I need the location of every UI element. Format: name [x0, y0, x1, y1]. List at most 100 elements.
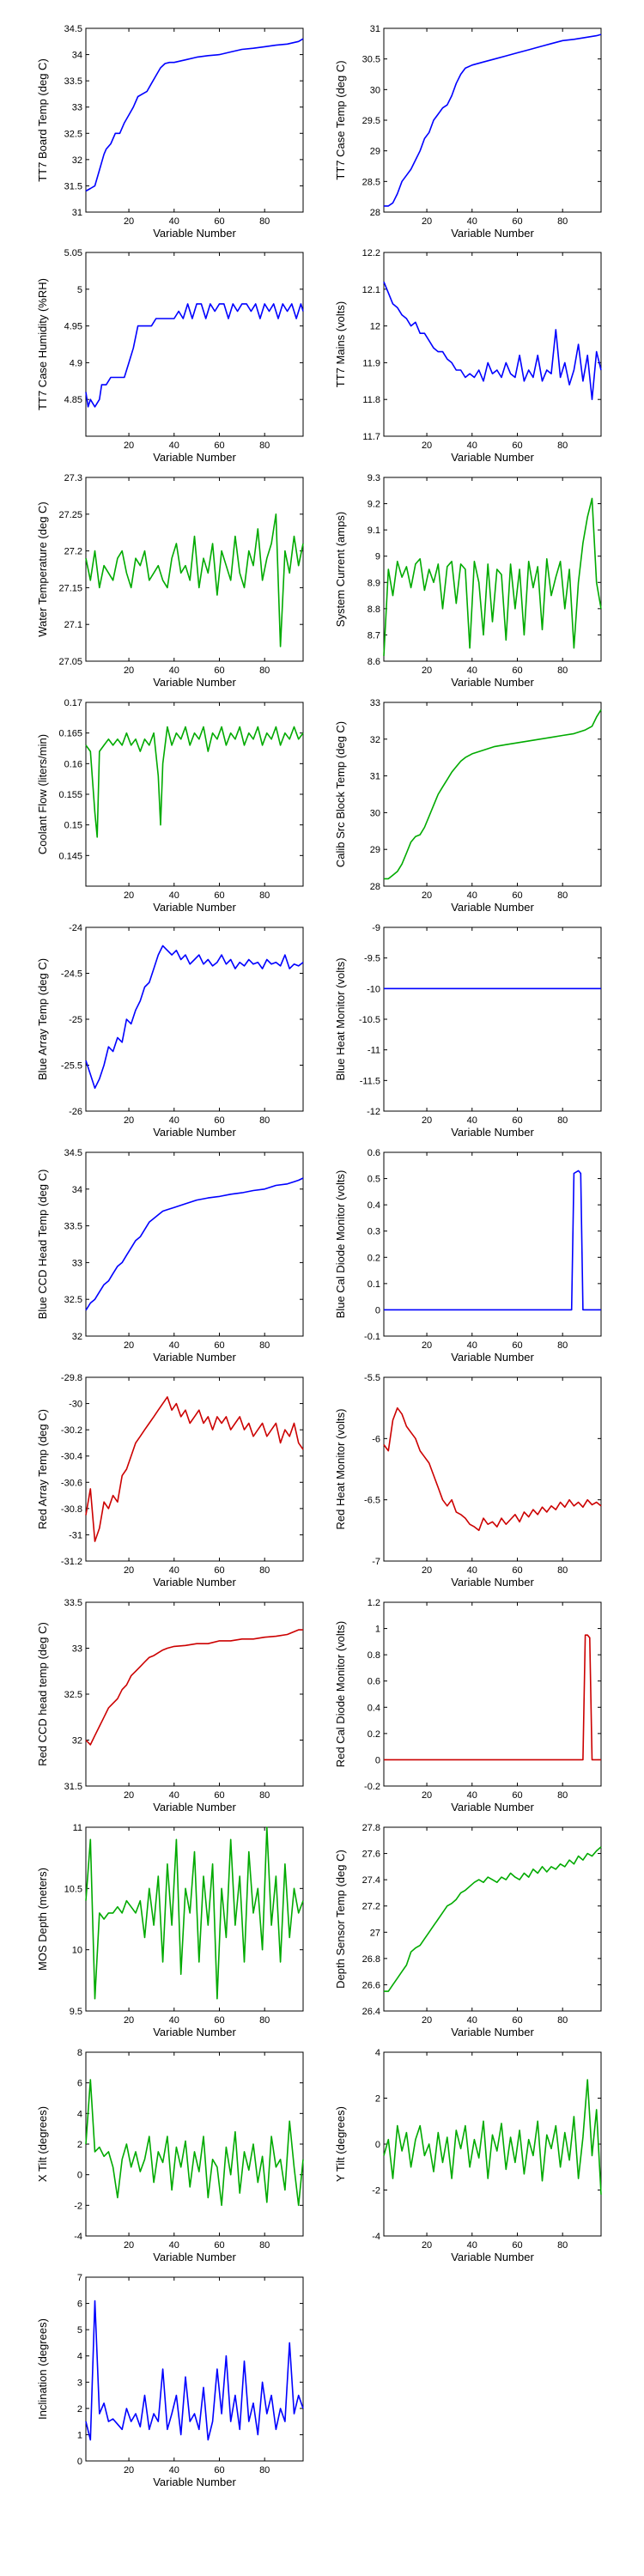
x-tick-label: 80	[259, 1115, 270, 1126]
plot-area	[85, 1601, 304, 1787]
x-tick-label: 80	[259, 440, 270, 451]
y-tick-label: 10	[72, 1946, 82, 1956]
y-tick-label: 32	[72, 155, 82, 166]
y-tick-label: 10.5	[64, 1884, 82, 1894]
x-tick-label: 80	[557, 665, 568, 676]
x-tick-label: 80	[557, 890, 568, 901]
plot-area	[383, 702, 602, 887]
y-tick-label: 27.6	[362, 1850, 380, 1860]
x-axis-label: Variable Number	[451, 1126, 534, 1139]
series-line-1	[383, 281, 602, 401]
y-tick-label: -5.5	[364, 1373, 380, 1383]
plot-area	[85, 2051, 304, 2237]
y-tick-label: -0.1	[364, 1332, 380, 1342]
y-tick-label: 26.8	[362, 1954, 380, 1965]
y-tick-label: 11	[73, 1823, 82, 1833]
y-tick-label: 33.5	[64, 76, 82, 87]
y-tick-label: 27	[370, 1928, 380, 1938]
y-tick-label: 9.5	[70, 2007, 82, 2017]
y-axis-label: Blue Array Temp (deg C)	[36, 958, 49, 1080]
series-line-1	[383, 2079, 602, 2195]
y-tick-label: -30.8	[61, 1504, 82, 1515]
x-axis-label: Variable Number	[451, 901, 534, 914]
y-tick-label: 3	[77, 2378, 82, 2388]
y-tick-label: 27.2	[362, 1902, 380, 1912]
chart-panel-2: 28 28.5 29 29.5 30 30.5 31 20 40 60 80 Variable Num…	[334, 24, 602, 240]
y-tick-label: 0.155	[58, 790, 82, 800]
x-axis-label: Variable Number	[153, 451, 236, 464]
chart-panel-5: 27.05 27.1 27.15 27.2 27.25 27.3 20 40 60 80 Varia…	[36, 473, 304, 689]
y-tick-label: -24.5	[61, 969, 82, 980]
chart-panel-11: 32 32.5 33 33.5 34 34.5 20 40 60 80 Variable Numbe…	[36, 1148, 304, 1364]
chart-panel-1: 31 31.5 32 32.5 33 33.5 34 34.5 20 40 60 80 Variable…	[36, 24, 304, 240]
x-tick-label: 40	[467, 216, 477, 227]
y-tick-label: 26.6	[362, 1980, 380, 1990]
x-tick-label: 60	[512, 1115, 522, 1126]
y-tick-label: 1	[375, 1625, 380, 1635]
x-tick-label: 20	[422, 1565, 432, 1576]
y-tick-label: 0.2	[368, 1253, 380, 1263]
y-tick-label: 11.9	[362, 358, 380, 368]
x-tick-label: 40	[467, 2240, 477, 2251]
y-axis-label: Red Array Temp (deg C)	[36, 1409, 49, 1529]
x-tick-label: 60	[214, 1565, 224, 1576]
y-tick-label: -29.8	[61, 1373, 82, 1383]
y-tick-label: 1	[77, 2430, 82, 2440]
series-line-1	[85, 726, 304, 838]
y-tick-label: 31.5	[64, 181, 82, 191]
y-tick-label: 9.1	[368, 526, 380, 536]
x-tick-label: 80	[259, 1790, 270, 1801]
y-tick-label: 2	[375, 2094, 380, 2105]
chart-panel-4: 11.7 11.8 11.9 12 12.1 12.2 20 40 60 80 Variable N…	[334, 248, 602, 464]
series-line-1	[384, 1634, 601, 1761]
y-tick-label: -30.6	[61, 1478, 82, 1488]
y-tick-label: 2	[77, 2404, 82, 2415]
x-tick-label: 80	[259, 1565, 270, 1576]
x-tick-label: 80	[259, 2465, 270, 2476]
y-tick-label: 28.5	[362, 177, 380, 187]
y-tick-label: 0.4	[368, 1703, 380, 1713]
x-tick-label: 60	[214, 216, 224, 227]
series-line-1	[384, 1170, 601, 1311]
y-tick-label: 33.5	[64, 1222, 82, 1232]
x-tick-label: 40	[467, 1115, 477, 1126]
y-tick-label: 0	[375, 2140, 380, 2150]
x-tick-label: 40	[467, 1790, 477, 1801]
y-tick-label: 27.05	[58, 657, 82, 667]
x-tick-label: 60	[512, 440, 522, 451]
chart-panel-7: 0.145 0.15 0.155 0.16 0.165 0.17 20 40 60 80 Varia…	[36, 698, 304, 914]
y-tick-label: 34.5	[64, 1148, 82, 1158]
y-tick-label: 32.5	[64, 1295, 82, 1305]
chart-panel-21: 0 1 2 3 4 5 6 7 20 40 60 80 Variable Number Inclinati…	[36, 2273, 304, 2488]
y-axis-label: Coolant Flow (liters/min)	[36, 734, 49, 854]
chart-panel-10: -12 -11.5 -11 -10.5 -10 -9.5 -9 20 40 60 80 Variabl…	[334, 923, 602, 1139]
x-tick-label: 40	[467, 440, 477, 451]
plot-area	[85, 477, 304, 662]
x-axis-label: Variable Number	[153, 2251, 236, 2263]
y-tick-label: 32.5	[64, 1690, 82, 1700]
series-line-1	[85, 1396, 304, 1542]
y-tick-label: 30.5	[362, 55, 380, 65]
x-tick-label: 40	[467, 890, 477, 901]
x-axis-label: Variable Number	[153, 2476, 236, 2488]
y-tick-label: -10.5	[359, 1015, 380, 1025]
y-tick-label: 11.7	[362, 432, 380, 442]
y-tick-label: 4.85	[64, 395, 82, 405]
x-tick-label: 40	[169, 1115, 179, 1126]
y-tick-label: 0.15	[64, 821, 82, 831]
y-tick-label: 0.145	[58, 851, 82, 861]
x-tick-label: 20	[422, 665, 432, 676]
x-tick-label: 80	[259, 1340, 270, 1351]
x-tick-label: 40	[169, 890, 179, 901]
y-tick-label: 31	[72, 208, 82, 218]
x-tick-label: 80	[557, 2240, 568, 2251]
plot-area	[85, 702, 304, 887]
y-axis-label: Calib Src Block Temp (deg C)	[334, 721, 347, 867]
x-tick-label: 20	[124, 2465, 134, 2476]
x-tick-label: 40	[467, 1565, 477, 1576]
x-axis-label: Variable Number	[153, 2026, 236, 2038]
chart-panel-15: 31.5 32 32.5 33 33.5 20 40 60 80 Variable Number R…	[36, 1598, 304, 1814]
x-axis-label: Variable Number	[153, 901, 236, 914]
chart-panel-9: -26 -25.5 -25 -24.5 -24 20 40 60 80 Variable Numb…	[36, 923, 304, 1139]
